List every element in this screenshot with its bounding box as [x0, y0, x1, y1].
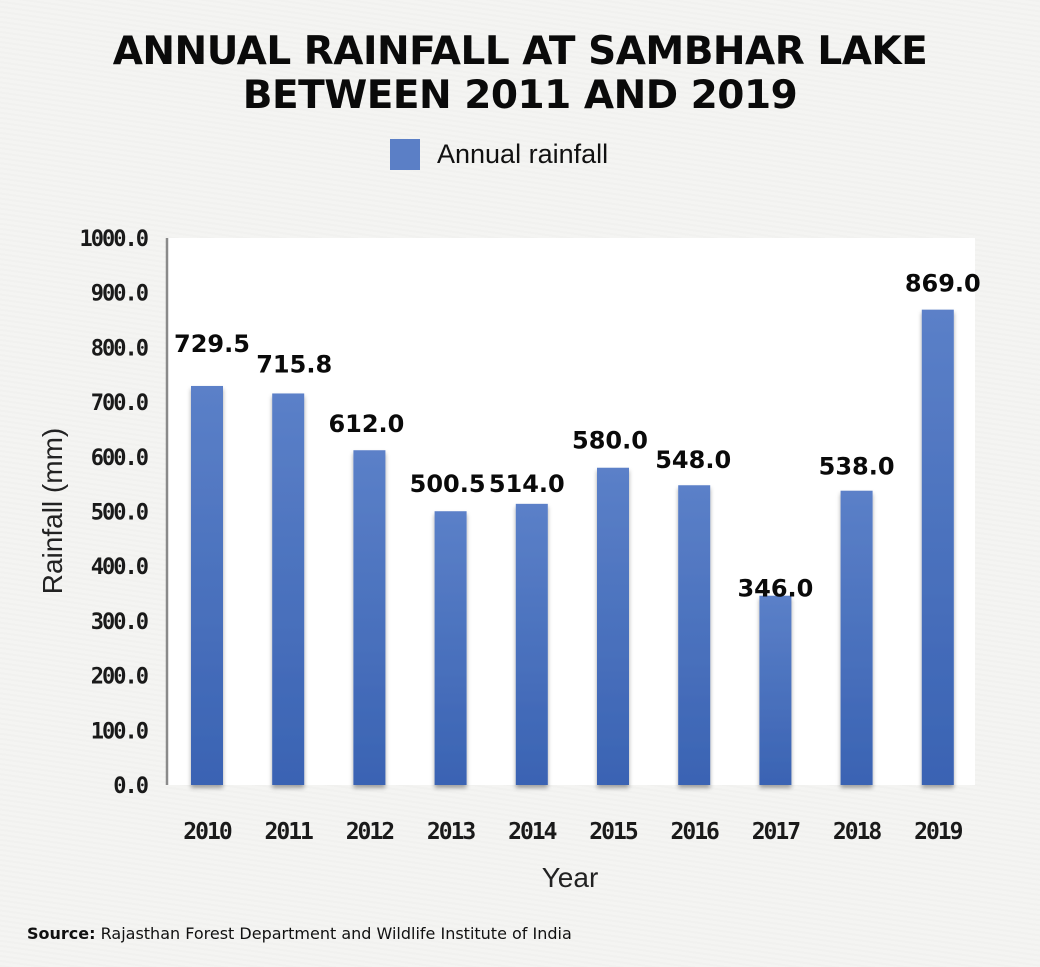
- data-label-2016: 548.0: [655, 446, 731, 474]
- x-tick-label-2013: 2013: [427, 819, 476, 845]
- y-tick-label: 1000.0: [80, 227, 148, 252]
- source-text: Rajasthan Forest Department and Wildlife…: [100, 924, 572, 943]
- x-tick-label-2015: 2015: [589, 819, 638, 845]
- bar-2012: [353, 450, 386, 785]
- bar-2010: [191, 385, 223, 785]
- y-tick-label: 300.0: [91, 610, 148, 635]
- chart-title-line-1: ANNUAL RAINFALL AT SAMBHAR LAKE: [112, 29, 928, 74]
- bar-2015: [597, 467, 629, 785]
- source-label: Source:: [27, 924, 96, 943]
- y-tick-label: 700.0: [91, 391, 148, 416]
- x-tick-label-2017: 2017: [752, 819, 801, 845]
- y-tick-label: 600.0: [91, 446, 148, 471]
- x-axis-ticks: 2010 2011 2012 2013 2014 2015 2016 2017 2018 2019: [183, 819, 964, 845]
- y-axis-title: Rainfall (mm): [37, 428, 68, 594]
- bars: [191, 309, 954, 785]
- data-label-2019: 869.0: [905, 270, 981, 298]
- y-tick-label: 800.0: [91, 336, 148, 361]
- bar-2016: [678, 485, 711, 785]
- data-label-2015: 580.0: [572, 427, 648, 455]
- bar-2014: [515, 503, 548, 785]
- data-label-2013: 500.5: [410, 470, 486, 498]
- x-tick-label-2014: 2014: [508, 819, 557, 845]
- chart-title: ANNUAL RAINFALL AT SAMBHAR LAKE BETWEEN …: [0, 30, 1040, 118]
- y-tick-label: 400.0: [91, 555, 148, 580]
- y-tick-label: 500.0: [91, 501, 148, 526]
- bar-2019: [921, 309, 954, 785]
- bar-2017: [759, 595, 792, 785]
- data-label-2014: 514.0: [489, 470, 565, 498]
- x-tick-label-2010: 2010: [183, 819, 232, 845]
- x-axis-title: Year: [542, 862, 599, 893]
- y-tick-label: 0.0: [113, 774, 147, 799]
- chart-legend: Annual rainfall: [390, 139, 608, 170]
- x-tick-label-2019: 2019: [914, 819, 963, 845]
- x-tick-label-2012: 2012: [346, 819, 394, 845]
- data-label-2011: 715.8: [256, 350, 332, 378]
- y-tick-label: 900.0: [91, 282, 148, 307]
- bar-2018: [840, 490, 873, 785]
- bar-2013: [434, 511, 467, 785]
- bar-2011: [272, 393, 305, 785]
- y-axis-ticks: 0.0 100.0 200.0 300.0 400.0 500.0 600.0 700.0 80…: [80, 227, 150, 799]
- legend-label-annual-rainfall: Annual rainfall: [437, 139, 609, 169]
- source-note: Source: Rajasthan Forest Department and …: [27, 924, 572, 943]
- y-tick-label: 200.0: [91, 665, 148, 690]
- y-tick-label: 100.0: [91, 719, 148, 744]
- data-label-2010: 729.5: [174, 330, 250, 358]
- data-label-2017: 346.0: [737, 575, 813, 603]
- data-label-2012: 612.0: [328, 410, 404, 438]
- data-label-2018: 538.0: [819, 453, 895, 481]
- x-tick-label-2018: 2018: [833, 819, 882, 845]
- x-tick-label-2011: 2011: [265, 819, 314, 845]
- legend-swatch-annual-rainfall: [390, 139, 420, 170]
- chart-title-line-2: BETWEEN 2011 AND 2019: [242, 73, 798, 118]
- x-tick-label-2016: 2016: [671, 819, 720, 845]
